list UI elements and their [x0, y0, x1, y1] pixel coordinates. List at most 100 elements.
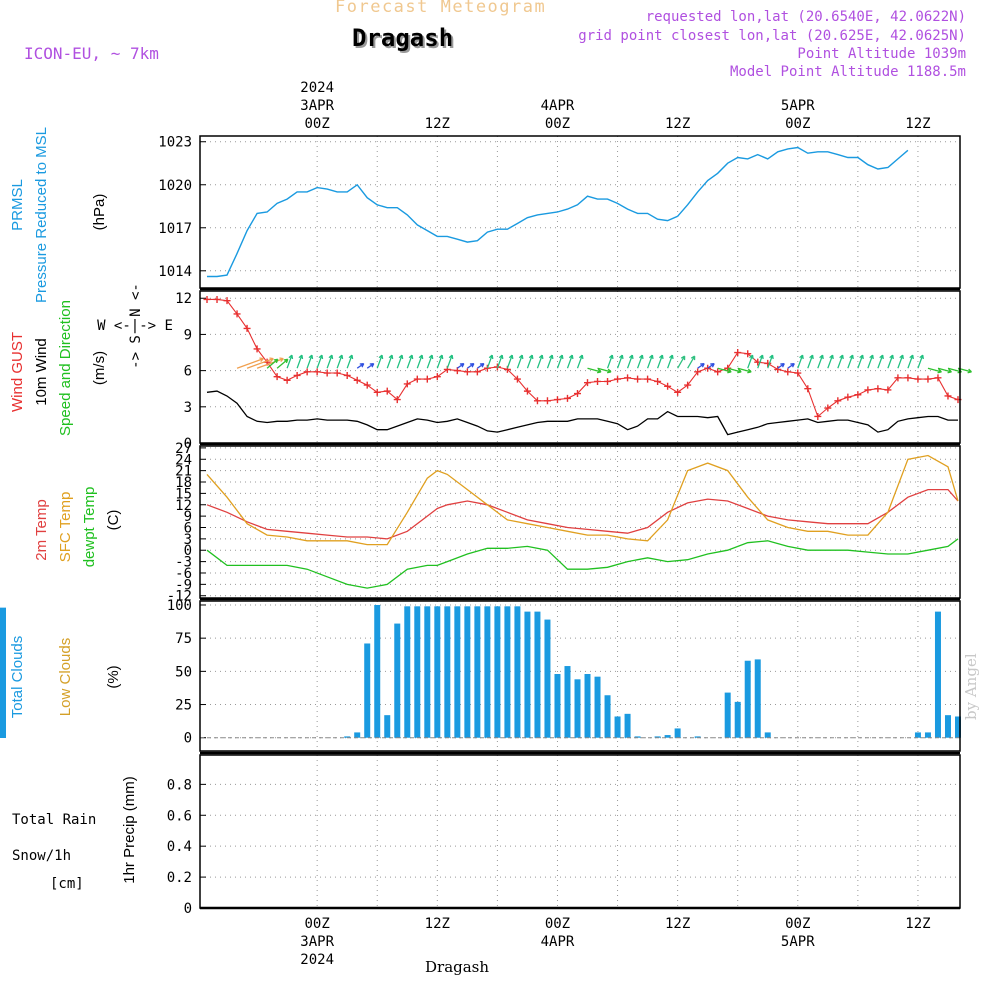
snow-label: Snow/1h	[12, 848, 71, 864]
y-tick-label: 50	[175, 664, 192, 680]
total-cloud-bar	[534, 611, 541, 738]
wind-arrow	[737, 367, 752, 374]
wind-arrow	[496, 354, 504, 369]
time-label-top: 3APR	[300, 98, 334, 114]
gust-marker	[654, 377, 662, 385]
pressure-label: Pressure Reduced to MSL	[33, 127, 50, 303]
wind-arrow	[406, 354, 414, 369]
wind-arrow	[256, 357, 284, 369]
total-cloud-bar	[564, 666, 571, 738]
y-tick-label: 3	[184, 400, 192, 416]
model-altitude: Model Point Altitude 1188.5m	[729, 64, 966, 80]
gust-marker	[513, 375, 521, 383]
gust-marker	[814, 412, 822, 420]
gust-marker	[664, 382, 672, 390]
wind-arrow	[897, 354, 904, 369]
total-cloud-bar	[734, 701, 741, 738]
total-cloud-bar	[414, 606, 421, 738]
time-label-top: 4APR	[541, 98, 575, 114]
wind-arrow	[887, 354, 894, 369]
wind-arrow	[436, 354, 444, 369]
total-cloud-bar	[744, 660, 751, 738]
time-label-bottom: 12Z	[905, 916, 930, 932]
time-label-bottom: 00Z	[305, 916, 330, 932]
wind-arrow	[697, 362, 705, 369]
gust-marker	[523, 387, 531, 395]
total-cloud-bar	[494, 606, 501, 738]
wind-arrow	[366, 362, 375, 369]
wind-arrow	[536, 354, 544, 369]
gust-marker	[824, 404, 832, 412]
gust-marker	[744, 350, 752, 358]
total-cloud-bar	[944, 715, 951, 738]
gust-marker	[373, 388, 381, 396]
gust-marker	[453, 367, 461, 375]
footer-location: Dragash	[425, 958, 490, 976]
y-tick-label: -6	[175, 566, 192, 582]
y-tick-label: 0.8	[167, 777, 192, 793]
wind-arrow	[426, 354, 434, 369]
gust-marker	[934, 374, 942, 382]
wind-arrow	[326, 354, 334, 369]
y-tick-label: 0	[184, 731, 192, 747]
gust-marker	[644, 375, 652, 383]
wind-arrow	[296, 354, 304, 369]
compass-s: -> S	[128, 335, 144, 369]
y-tick-label: 9	[184, 327, 192, 343]
gust-marker	[543, 397, 551, 405]
time-label-top: 2024	[300, 80, 334, 96]
wind10-label: 10m Wind	[33, 338, 50, 406]
wind-arrow	[516, 354, 524, 369]
gust-marker	[253, 345, 261, 353]
total-cloud-bar	[0, 607, 6, 738]
wind-arrow	[266, 358, 279, 369]
panel-frame	[199, 600, 961, 752]
gust-marker	[624, 374, 632, 382]
gust-marker	[463, 368, 471, 376]
total-cloud-bar	[394, 623, 401, 738]
y-tick-label: 25	[175, 698, 192, 714]
y-tick-label: 100	[167, 598, 192, 614]
wind-arrow	[526, 354, 534, 369]
wind-arrow	[587, 367, 602, 374]
wind-arrow	[727, 367, 742, 374]
pressure-unit-label: (hPa)	[91, 194, 108, 231]
gust-marker	[553, 396, 561, 404]
gust-marker	[604, 377, 612, 385]
gust-marker	[924, 375, 932, 383]
pressure-label: PRMSL	[9, 179, 26, 231]
wind-arrow	[857, 354, 864, 369]
wind-arrow	[456, 362, 465, 369]
y-tick-label: 18	[175, 475, 192, 491]
time-label-top: 5APR	[781, 98, 815, 114]
y-tick-label: 12	[175, 291, 192, 307]
gust-marker	[794, 369, 802, 377]
total-cloud-bar	[454, 606, 461, 738]
y-tick-label: 9	[184, 509, 192, 525]
wind-arrow	[646, 354, 654, 369]
gust-marker	[563, 394, 571, 402]
wind-arrow	[466, 362, 475, 369]
time-label-bottom: 5APR	[781, 934, 815, 950]
wind-arrow	[817, 354, 824, 369]
total-cloud-bar	[914, 732, 921, 738]
total-cloud-bar	[514, 606, 521, 738]
total-cloud-bar	[924, 732, 931, 738]
wind-arrow	[616, 354, 624, 369]
gust-marker	[854, 391, 862, 399]
y-tick-label: 6	[184, 520, 192, 536]
y-tick-label: 6	[184, 364, 192, 380]
gust-marker	[874, 385, 882, 393]
wind-arrow	[777, 362, 785, 369]
gust-marker	[283, 376, 291, 384]
gust-marker	[293, 371, 301, 379]
gust-marker	[684, 381, 692, 389]
total-cloud-bar	[694, 736, 701, 738]
gust-marker	[473, 368, 481, 376]
wind10-line	[206, 390, 958, 436]
time-label-bottom: 2024	[300, 952, 334, 968]
y-tick-label: 12	[175, 498, 192, 514]
gust-marker	[323, 369, 331, 377]
wind-arrow	[346, 354, 354, 369]
time-label-top: 00Z	[305, 116, 330, 132]
